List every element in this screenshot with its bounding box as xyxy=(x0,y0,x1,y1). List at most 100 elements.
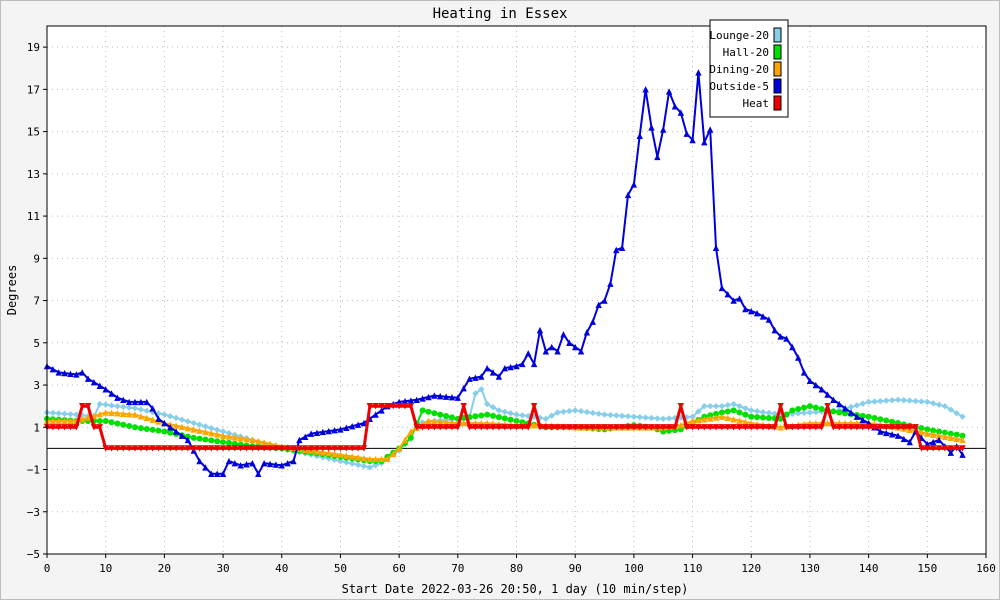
data-point xyxy=(120,410,127,417)
legend-swatch xyxy=(773,78,782,94)
data-point xyxy=(437,418,444,425)
data-point xyxy=(571,343,579,351)
data-point xyxy=(695,408,702,415)
data-point xyxy=(789,407,796,414)
data-point xyxy=(712,414,720,421)
data-point xyxy=(495,424,503,431)
y-tick-label: −1 xyxy=(27,464,40,477)
data-point xyxy=(395,445,403,452)
data-point xyxy=(842,410,849,417)
data-point xyxy=(395,402,403,410)
data-point xyxy=(296,436,303,444)
data-point xyxy=(225,439,232,446)
data-point xyxy=(759,408,767,416)
data-point xyxy=(789,424,796,431)
data-point xyxy=(343,452,350,459)
data-point xyxy=(302,445,309,452)
data-point xyxy=(630,413,638,420)
data-point xyxy=(102,401,109,408)
data-point xyxy=(202,445,209,452)
data-point xyxy=(120,396,127,404)
data-point xyxy=(730,424,737,431)
data-point xyxy=(213,431,221,438)
data-point xyxy=(331,450,338,458)
data-point xyxy=(865,413,872,420)
data-point xyxy=(929,431,937,438)
data-point xyxy=(530,402,538,410)
data-point xyxy=(695,416,702,424)
data-point xyxy=(824,391,831,398)
data-point xyxy=(959,413,966,420)
data-point xyxy=(660,415,667,423)
data-point xyxy=(220,439,227,446)
data-point xyxy=(924,398,931,406)
data-point xyxy=(114,394,121,401)
data-point xyxy=(507,424,514,431)
data-point xyxy=(337,426,344,433)
data-point xyxy=(61,417,68,425)
data-point xyxy=(243,435,250,443)
y-tick-label: 5 xyxy=(33,337,40,350)
data-point xyxy=(131,445,139,452)
data-point xyxy=(196,457,203,465)
data-point xyxy=(800,369,808,376)
data-point xyxy=(260,445,268,452)
data-point xyxy=(530,360,538,368)
y-tick-label: −5 xyxy=(27,548,40,561)
data-point xyxy=(260,439,268,446)
data-point xyxy=(79,369,86,376)
data-point xyxy=(595,301,602,308)
data-point xyxy=(137,406,145,413)
data-point xyxy=(812,424,820,431)
data-point xyxy=(284,445,291,452)
data-point xyxy=(795,424,802,431)
data-point xyxy=(936,428,943,435)
data-point xyxy=(830,408,837,415)
y-tick-label: 7 xyxy=(33,295,40,308)
data-point xyxy=(419,424,426,431)
data-point xyxy=(178,445,186,452)
data-point xyxy=(225,429,233,437)
data-point xyxy=(366,455,373,463)
data-point xyxy=(706,126,714,133)
data-point xyxy=(96,382,104,389)
x-tick-label: 100 xyxy=(624,562,644,575)
data-point xyxy=(929,445,937,452)
data-point xyxy=(407,402,415,410)
data-point xyxy=(583,424,591,431)
data-point xyxy=(84,375,92,382)
data-point xyxy=(360,419,368,427)
data-point xyxy=(513,362,520,370)
data-point xyxy=(607,280,614,287)
data-point xyxy=(231,459,238,467)
data-point xyxy=(472,413,479,420)
data-point xyxy=(96,424,104,431)
data-point xyxy=(96,417,103,424)
data-point xyxy=(607,411,614,419)
data-point xyxy=(296,445,303,452)
data-point xyxy=(953,445,960,452)
data-point xyxy=(49,366,57,373)
data-point xyxy=(172,422,180,429)
data-point xyxy=(431,424,438,431)
data-point xyxy=(748,413,755,420)
data-point xyxy=(202,423,209,430)
data-point xyxy=(947,406,954,413)
data-point xyxy=(577,348,585,355)
data-point xyxy=(243,445,250,452)
data-point xyxy=(61,369,68,377)
data-point xyxy=(706,424,714,431)
data-point xyxy=(237,435,244,442)
data-point xyxy=(742,405,749,412)
data-point xyxy=(343,445,350,452)
data-point xyxy=(413,424,420,431)
data-point xyxy=(483,400,491,408)
data-point xyxy=(554,424,561,431)
data-point xyxy=(243,461,250,468)
x-tick-label: 60 xyxy=(393,562,406,575)
data-point xyxy=(724,401,731,409)
data-point xyxy=(460,402,467,410)
data-point xyxy=(894,424,902,431)
data-point xyxy=(765,316,773,323)
data-point xyxy=(319,445,327,452)
